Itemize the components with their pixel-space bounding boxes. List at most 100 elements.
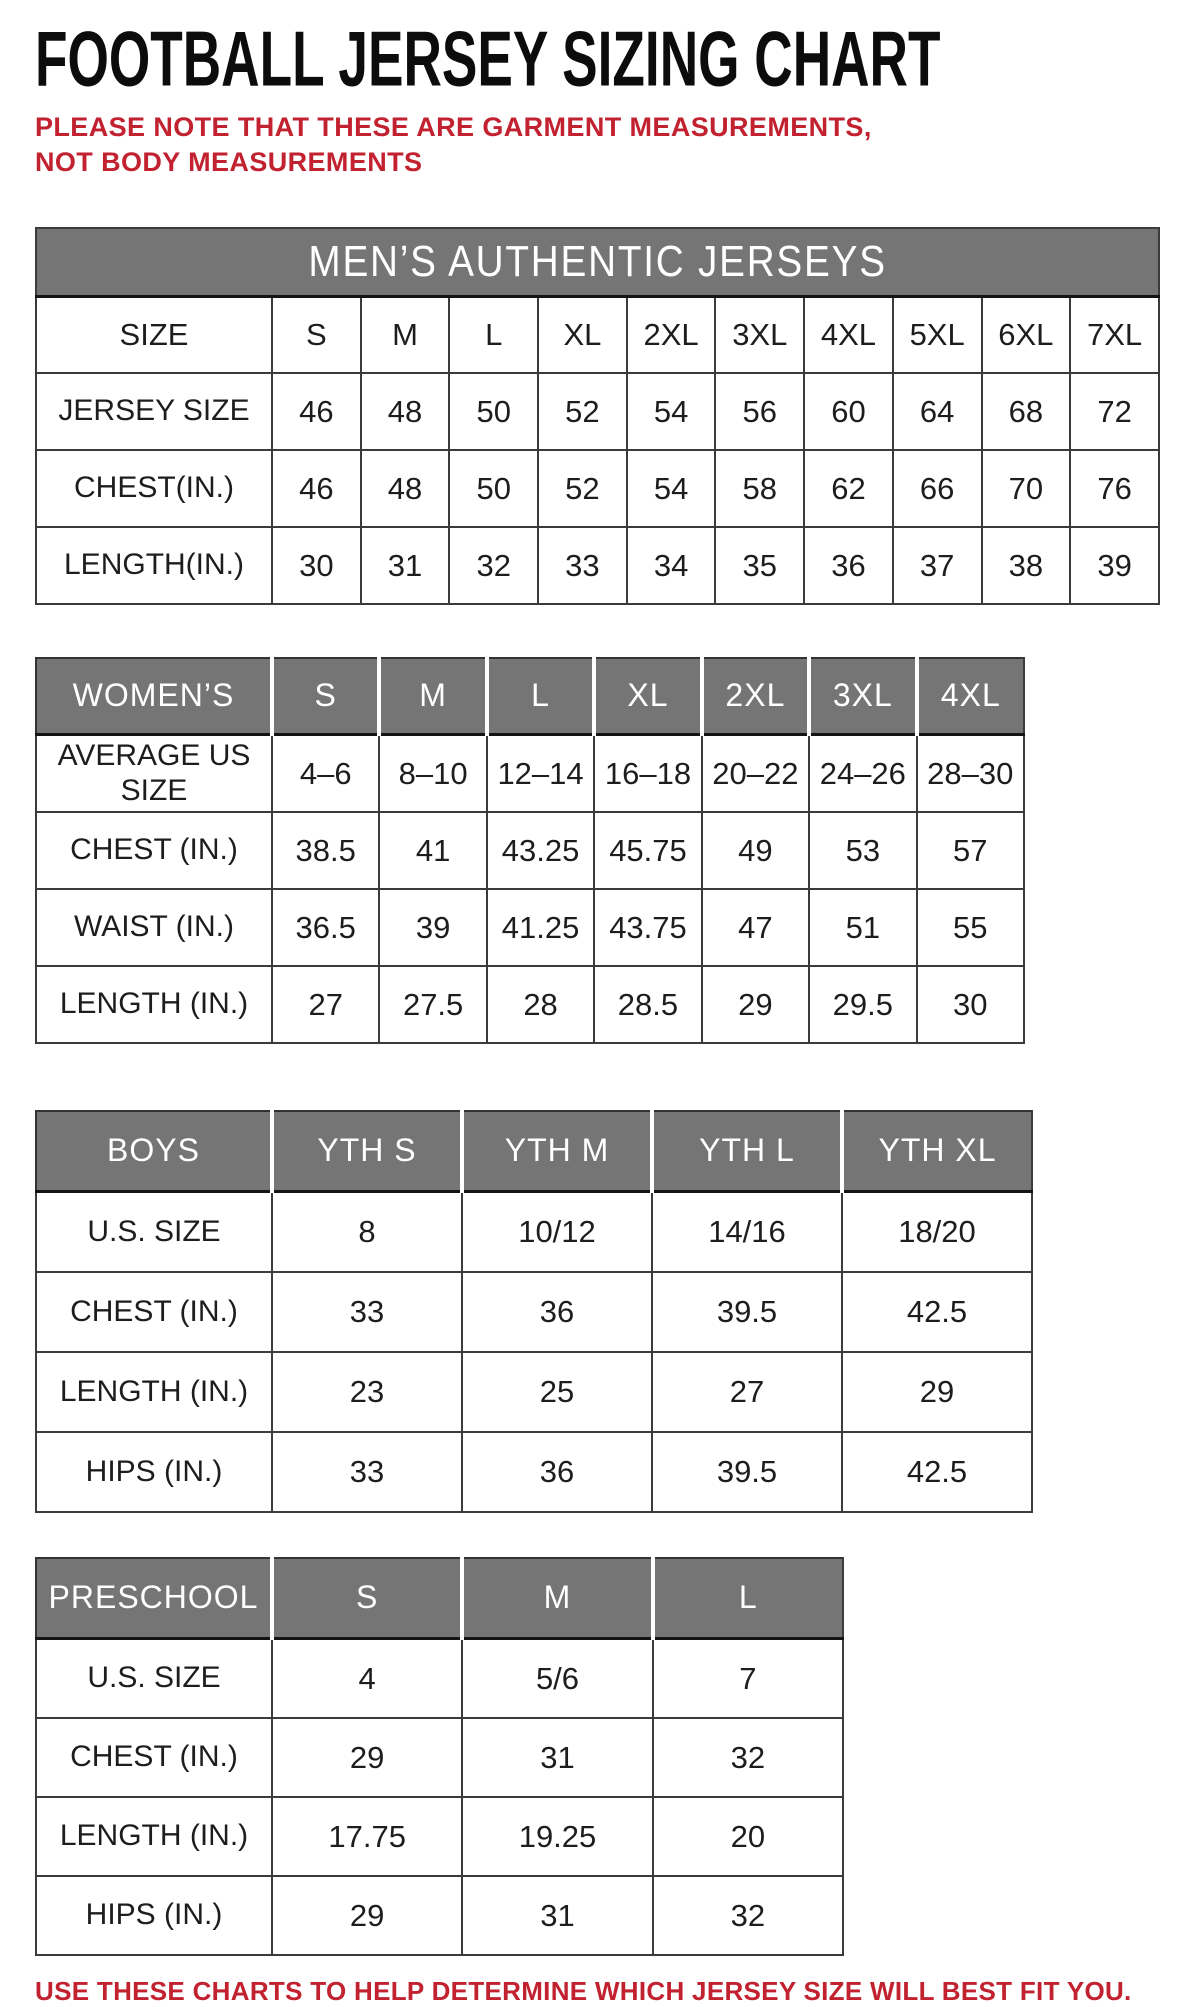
boys-value-cell: 14/16	[651, 1190, 843, 1274]
mens-value-cell: 56	[714, 372, 806, 452]
preschool-table-row: CHEST (IN.) 29 31 32	[35, 1717, 845, 1799]
mens-value-cell: 38	[980, 526, 1072, 606]
tables-container: MEN’S AUTHENTIC JERSEYS SIZE S M L XL 2XL 3XL 4X…	[35, 227, 1200, 1957]
preschool-value-cell: 4	[270, 1637, 464, 1720]
mens-value-cell: 39	[1069, 526, 1160, 606]
preschool-header-label: PRESCHOOL	[35, 1557, 273, 1641]
boys-value-cell: 25	[461, 1351, 653, 1434]
mens-banner: MEN’S AUTHENTIC JERSEYS	[35, 227, 1160, 299]
boys-value-cell: 42.5	[841, 1431, 1033, 1514]
mens-value-cell: 48	[359, 372, 451, 452]
womens-value-cell: 43.75	[593, 888, 703, 968]
footer-note: USE THESE CHARTS TO HELP DETERMINE WHICH…	[35, 1976, 1132, 2007]
boys-value-cell: 33	[271, 1271, 463, 1354]
mens-row-label: JERSEY SIZE	[35, 372, 273, 452]
mens-header-label: SIZE	[35, 295, 273, 375]
mens-value-cell: 60	[803, 372, 894, 452]
mens-header-row: SIZE S M L XL 2XL 3XL 4XL 5XL 6XL 7XL	[35, 295, 1160, 375]
womens-value-cell: 27	[270, 965, 381, 1045]
preschool-table-row: U.S. SIZE 4 5/6 7	[35, 1637, 845, 1720]
womens-table-row: AVERAGE US SIZE 4–6 8–10 12–14 16–18 20–22 24–…	[35, 733, 1026, 814]
mens-value-cell: 48	[359, 449, 451, 529]
preschool-row-label: CHEST (IN.)	[35, 1717, 273, 1799]
boys-value-cell: 10/12	[461, 1190, 653, 1274]
mens-value-cell: 34	[625, 526, 717, 606]
boys-table-row: LENGTH (IN.) 23 25 27 29	[35, 1351, 1033, 1434]
mens-column-header: 3XL	[714, 295, 806, 375]
mens-table-row: CHEST(IN.) 46 48 50 52 54 58 62 66 70 76	[35, 449, 1160, 529]
mens-value-cell: 58	[714, 449, 806, 529]
womens-row-label: WAIST (IN.)	[35, 888, 273, 968]
womens-value-cell: 47	[700, 888, 811, 968]
mens-column-header: M	[359, 295, 451, 375]
mens-row-label: LENGTH(IN.)	[35, 526, 273, 606]
womens-value-cell: 36.5	[270, 888, 381, 968]
boys-value-cell: 27	[651, 1351, 843, 1434]
mens-row-label: CHEST(IN.)	[35, 449, 273, 529]
womens-value-cell: 28–30	[915, 733, 1026, 814]
womens-row-label: CHEST (IN.)	[35, 811, 273, 891]
womens-value-cell: 51	[808, 888, 918, 968]
preschool-value-cell: 7	[651, 1637, 845, 1720]
preschool-value-cell: 29	[270, 1875, 464, 1957]
womens-column-header: XL	[592, 657, 703, 737]
mens-value-cell: 32	[448, 526, 540, 606]
mens-value-cell: 35	[714, 526, 806, 606]
boys-row-label: LENGTH (IN.)	[35, 1351, 273, 1434]
womens-value-cell: 41	[378, 811, 488, 891]
mens-value-cell: 36	[803, 526, 894, 606]
preschool-value-cell: 32	[651, 1717, 845, 1799]
womens-value-cell: 28	[485, 965, 596, 1045]
mens-value-cell: 62	[803, 449, 894, 529]
womens-value-cell: 12–14	[485, 733, 596, 814]
mens-value-cell: 66	[891, 449, 983, 529]
mens-value-cell: 30	[271, 526, 362, 606]
mens-value-cell: 46	[271, 372, 362, 452]
mens-value-cell: 72	[1069, 372, 1160, 452]
boys-column-header: YTH M	[460, 1110, 653, 1194]
preschool-value-cell: 29	[270, 1717, 464, 1799]
preschool-row-label: LENGTH (IN.)	[35, 1796, 273, 1878]
mens-value-cell: 37	[891, 526, 983, 606]
mens-value-cell: 33	[537, 526, 628, 606]
mens-table-row: JERSEY SIZE 46 48 50 52 54 56 60 64 68 72	[35, 372, 1160, 452]
womens-value-cell: 39	[378, 888, 488, 968]
womens-row-label: LENGTH (IN.)	[35, 965, 273, 1045]
boys-row-label: U.S. SIZE	[35, 1190, 273, 1274]
mens-table-row: LENGTH(IN.) 30 31 32 33 34 35 36 37 38 39	[35, 526, 1160, 606]
womens-value-cell: 4–6	[270, 733, 381, 814]
womens-value-cell: 16–18	[593, 733, 703, 814]
mens-column-header: 5XL	[891, 295, 983, 375]
boys-table-row: U.S. SIZE 8 10/12 14/16 18/20	[35, 1190, 1033, 1274]
preschool-value-cell: 20	[651, 1796, 845, 1878]
womens-sizing-table: WOMEN’S S M L XL 2XL 3XL 4XL AVERAGE US SIZE 4–6 8…	[35, 657, 1026, 1045]
womens-value-cell: 27.5	[378, 965, 488, 1045]
preschool-table-row: HIPS (IN.) 29 31 32	[35, 1875, 845, 1957]
preschool-value-cell: 31	[461, 1875, 654, 1957]
womens-table-row: CHEST (IN.) 38.5 41 43.25 45.75 49 53 57	[35, 811, 1026, 891]
mens-column-header: 6XL	[980, 295, 1072, 375]
womens-column-header: S	[269, 657, 381, 737]
boys-value-cell: 39.5	[651, 1431, 843, 1514]
boys-row-label: CHEST (IN.)	[35, 1271, 273, 1354]
womens-table-row: WAIST (IN.) 36.5 39 41.25 43.75 47 51 55	[35, 888, 1026, 968]
womens-header-label: WOMEN’S	[35, 657, 273, 737]
womens-value-cell: 38.5	[270, 811, 381, 891]
boys-value-cell: 29	[841, 1351, 1033, 1434]
boys-value-cell: 8	[271, 1190, 463, 1274]
mens-column-header: XL	[537, 295, 628, 375]
preschool-value-cell: 31	[461, 1717, 654, 1799]
mens-value-cell: 52	[537, 372, 628, 452]
womens-row-label: AVERAGE US SIZE	[35, 733, 273, 814]
mens-value-cell: 31	[359, 526, 451, 606]
preschool-header-row: PRESCHOOL S M L	[35, 1557, 845, 1641]
preschool-table-row: LENGTH (IN.) 17.75 19.25 20	[35, 1796, 845, 1878]
womens-value-cell: 8–10	[378, 733, 488, 814]
boys-value-cell: 36	[461, 1431, 653, 1514]
mens-column-header: S	[271, 295, 362, 375]
womens-value-cell: 53	[808, 811, 918, 891]
mens-value-cell: 46	[271, 449, 362, 529]
preschool-column-header: L	[650, 1557, 845, 1641]
mens-column-header: 4XL	[803, 295, 894, 375]
